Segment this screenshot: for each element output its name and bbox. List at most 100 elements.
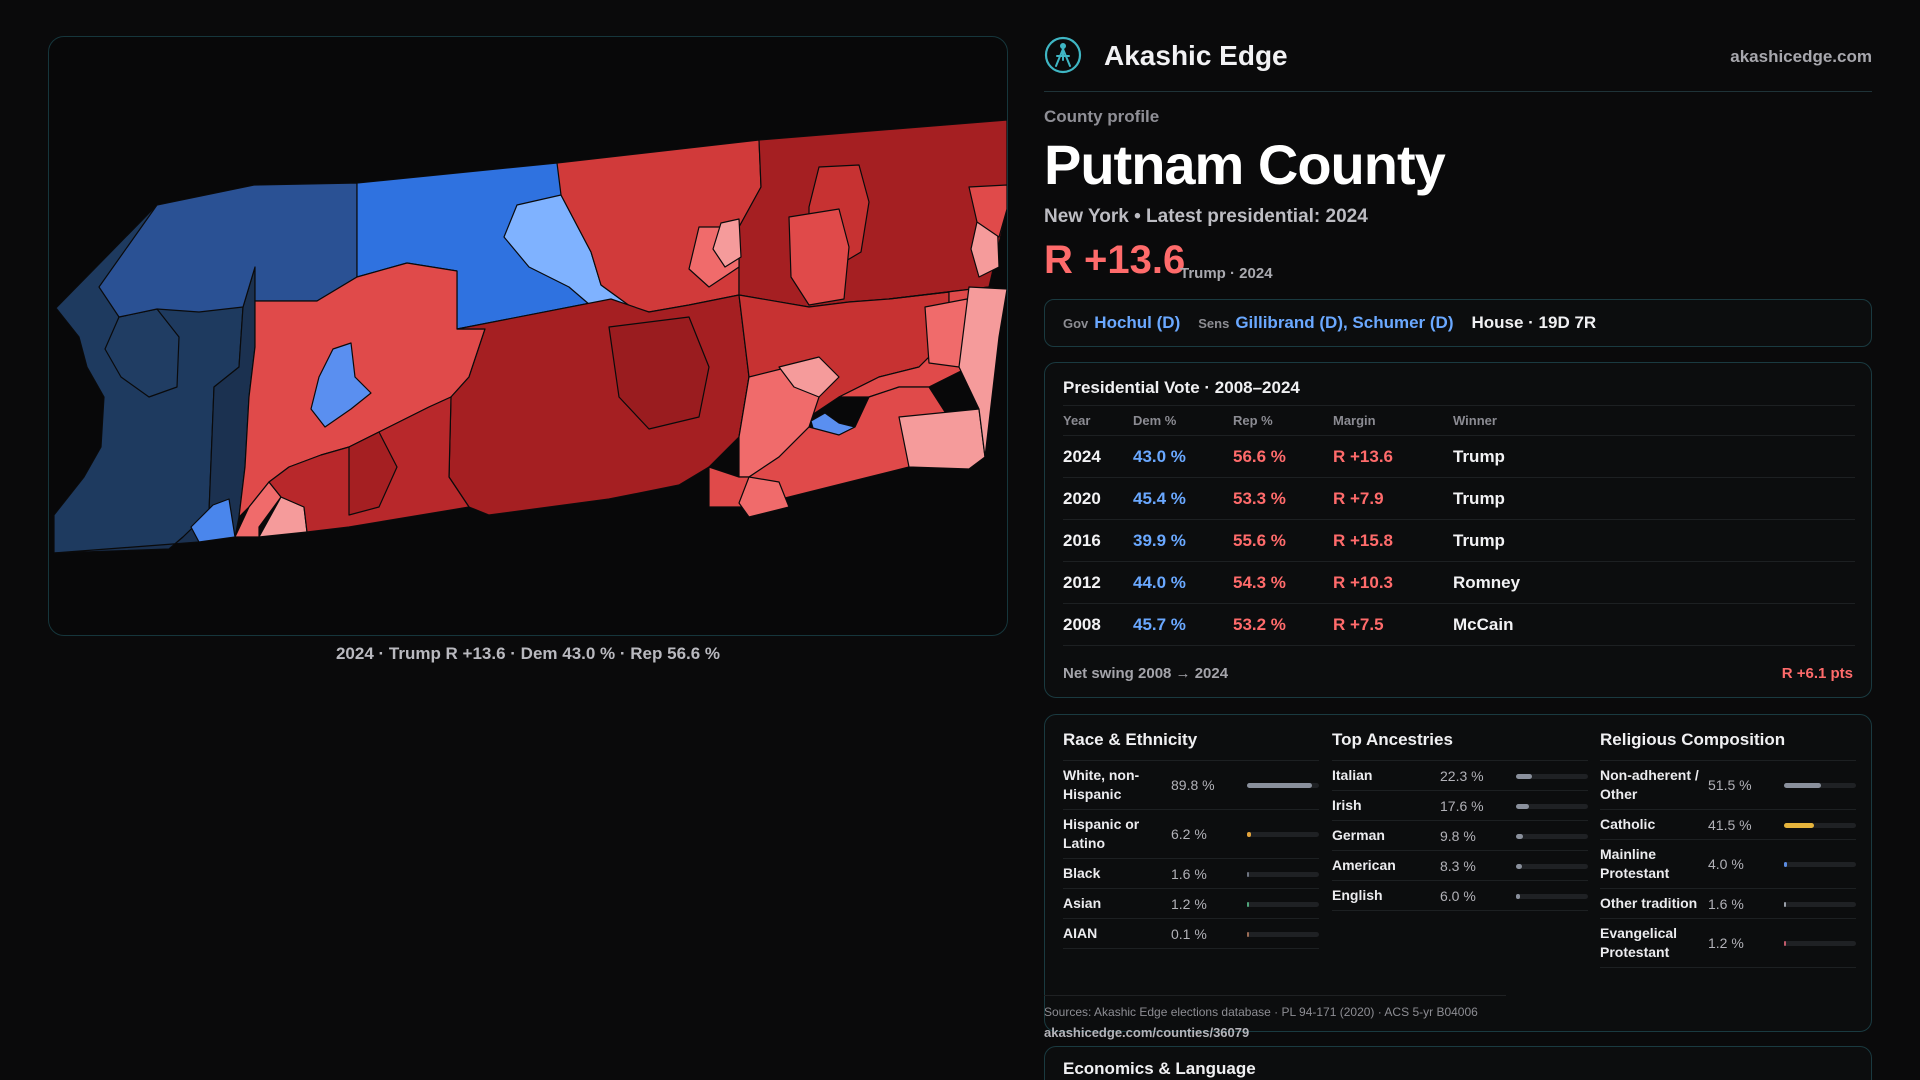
margin-cell: R +15.8 xyxy=(1333,519,1453,562)
map-region[interactable] xyxy=(738,119,1007,308)
dem-cell: 43.0 % xyxy=(1133,435,1233,478)
map-region[interactable] xyxy=(788,208,850,306)
list-item: Asian 1.2 % xyxy=(1063,889,1319,919)
year-cell: 2024 xyxy=(1063,435,1133,478)
map-region[interactable] xyxy=(448,294,750,516)
profile-column: Akashic Edge akashicedge.com County prof… xyxy=(1044,0,1872,1080)
eyebrow-label: County profile xyxy=(1044,107,1160,126)
table-row: 2008 45.7 % 53.2 % R +7.5 McCain xyxy=(1063,603,1855,646)
margin-cell: R +13.6 xyxy=(1333,435,1453,478)
column-title: Religious Composition xyxy=(1600,727,1856,761)
brand-bar: Akashic Edge akashicedge.com xyxy=(1044,34,1872,92)
share-bar-fill xyxy=(1516,863,1522,869)
map-region[interactable] xyxy=(958,286,1007,458)
map-region[interactable] xyxy=(190,498,236,543)
share-bar xyxy=(1247,832,1319,837)
rep-cell: 56.6 % xyxy=(1233,435,1333,478)
column-header: Winner xyxy=(1453,405,1855,436)
dem-cell: 45.7 % xyxy=(1133,603,1233,646)
map-region[interactable] xyxy=(898,408,986,470)
item-percent: 89.8 % xyxy=(1171,777,1215,793)
list-item: Italian 22.3 % xyxy=(1332,761,1588,791)
rep-cell: 54.3 % xyxy=(1233,561,1333,604)
sources-note: Sources: Akashic Edge elections database… xyxy=(1044,1005,1478,1019)
presidential-table: Year Dem % Rep % Margin Winner 2024 43.0… xyxy=(1063,405,1855,646)
column-header: Year xyxy=(1063,405,1133,436)
brand-name: Akashic Edge xyxy=(1104,40,1288,71)
share-bar-fill xyxy=(1516,803,1529,809)
rep-cell: 53.2 % xyxy=(1233,603,1333,646)
share-bar xyxy=(1784,783,1856,788)
item-label: Other tradition xyxy=(1600,895,1698,911)
winner-cell: Romney xyxy=(1453,561,1855,604)
map-region[interactable] xyxy=(708,386,950,508)
share-bar xyxy=(1784,941,1856,946)
share-bar-fill xyxy=(1516,773,1533,779)
map-region[interactable] xyxy=(968,184,1007,238)
item-percent: 51.5 % xyxy=(1708,777,1752,793)
brand-url-link[interactable]: akashicedge.com xyxy=(1730,47,1872,66)
county-map[interactable] xyxy=(49,37,1008,636)
item-percent: 1.6 % xyxy=(1708,895,1744,912)
share-bar-fill xyxy=(1784,783,1822,788)
year-cell: 2016 xyxy=(1063,519,1133,562)
table-row: 2012 44.0 % 54.3 % R +10.3 Romney xyxy=(1063,561,1855,604)
map-panel[interactable] xyxy=(48,36,1008,636)
share-bar xyxy=(1784,822,1856,828)
margin-headline: R +13.6 xyxy=(1044,238,1186,282)
column-header: Margin xyxy=(1333,405,1453,436)
gov-label: Gov xyxy=(1063,316,1089,331)
list-item: Black 1.6 % xyxy=(1063,859,1319,889)
list-item: White, non-Hispanic 89.8 % xyxy=(1063,761,1319,810)
map-region[interactable] xyxy=(348,431,398,516)
table-header-row: Year Dem % Rep % Margin Winner xyxy=(1063,405,1855,436)
share-bar xyxy=(1247,931,1319,937)
share-bar-fill xyxy=(1784,862,1787,867)
year-cell: 2020 xyxy=(1063,477,1133,520)
share-bar-fill xyxy=(1784,822,1814,828)
compass-person-icon xyxy=(1044,36,1082,74)
list-item: Mainline Protestant 4.0 % xyxy=(1600,840,1856,889)
governor-value: Hochul (D) xyxy=(1094,313,1181,332)
map-caption: 2024 · Trump R +13.6 · Dem 43.0 % · Rep … xyxy=(335,644,721,663)
margin-cell: R +7.5 xyxy=(1333,603,1453,646)
list-item: American 8.3 % xyxy=(1332,851,1588,881)
dem-cell: 45.4 % xyxy=(1133,477,1233,520)
year-cell: 2012 xyxy=(1063,561,1133,604)
rep-cell: 55.6 % xyxy=(1233,519,1333,562)
share-bar xyxy=(1516,863,1588,869)
column-title: Race & Ethnicity xyxy=(1063,727,1319,761)
share-bar xyxy=(1516,803,1588,809)
map-region[interactable] xyxy=(310,342,372,428)
sources-url-link[interactable]: akashicedge.com/counties/36079 xyxy=(1044,1025,1250,1040)
map-region[interactable] xyxy=(608,316,710,430)
share-bar xyxy=(1784,901,1856,907)
map-region[interactable] xyxy=(738,476,790,518)
table-row: 2016 39.9 % 55.6 % R +15.8 Trump xyxy=(1063,519,1855,562)
column-title: Top Ancestries xyxy=(1332,727,1588,761)
item-label: American xyxy=(1332,857,1396,873)
top-ancestries-column: Top Ancestries Italian 22.3 % Irish 17.6 % G… xyxy=(1332,727,1588,911)
winner-cell: Trump xyxy=(1453,435,1855,478)
map-region[interactable] xyxy=(778,356,840,398)
share-bar xyxy=(1516,773,1588,779)
column-header: Rep % xyxy=(1233,405,1333,436)
map-region[interactable] xyxy=(104,308,180,398)
divider xyxy=(1044,995,1506,996)
economics-language-card: Economics & Language xyxy=(1044,1046,1872,1080)
item-percent: 8.3 % xyxy=(1440,857,1476,874)
item-label: Catholic xyxy=(1600,816,1656,832)
list-item: German 9.8 % xyxy=(1332,821,1588,851)
item-label: English xyxy=(1332,887,1383,903)
share-bar-fill xyxy=(1784,901,1786,907)
net-swing-label: Net swing 2008 → 2024 xyxy=(1063,665,1229,682)
table-row: 2020 45.4 % 53.3 % R +7.9 Trump xyxy=(1063,477,1855,520)
map-region[interactable] xyxy=(98,182,358,318)
item-percent: 6.2 % xyxy=(1171,826,1207,842)
item-percent: 6.0 % xyxy=(1440,887,1476,904)
dem-cell: 39.9 % xyxy=(1133,519,1233,562)
item-label: Evangelical Protestant xyxy=(1600,925,1678,960)
list-item: Irish 17.6 % xyxy=(1332,791,1588,821)
map-region[interactable] xyxy=(712,218,742,268)
margin-cell: R +10.3 xyxy=(1333,561,1453,604)
